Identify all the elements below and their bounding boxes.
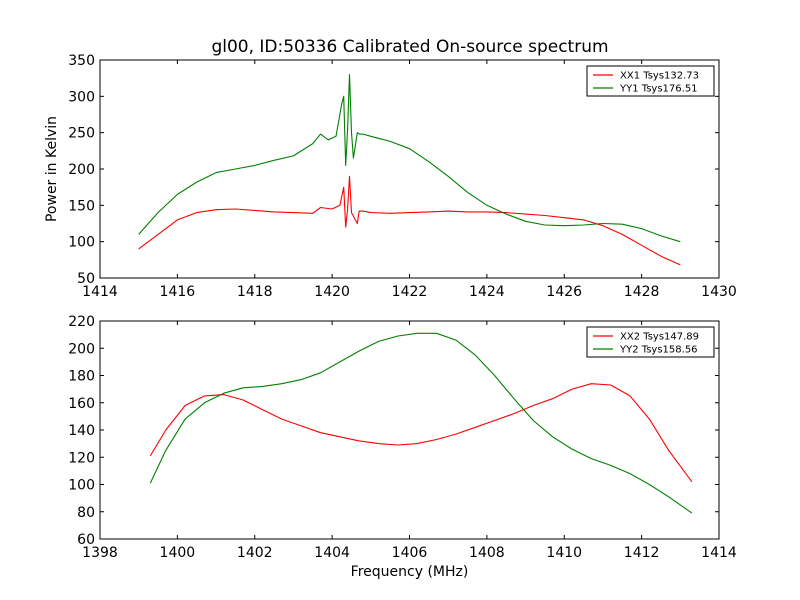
legend-entry-1-1: YY2 Tsys158.56 xyxy=(619,345,698,356)
series-line-1-1 xyxy=(149,332,693,514)
x-tick-label-1-7: 1412 xyxy=(624,545,660,561)
y-tick-label-0-0: 50 xyxy=(77,271,95,287)
y-axis-label-0: Power in Kelvin xyxy=(44,116,60,222)
x-axis-label-1: Frequency (MHz) xyxy=(351,564,469,580)
series-line-0-0 xyxy=(138,175,681,266)
x-tick-label-0-0: 1414 xyxy=(82,284,118,300)
x-tick-label-1-1: 1400 xyxy=(160,545,196,561)
x-tick-label-0-5: 1424 xyxy=(469,284,505,300)
legend-entry-0-1: YY1 Tsys176.51 xyxy=(619,84,698,95)
x-tick-label-1-5: 1408 xyxy=(469,545,505,561)
y-tick-label-1-7: 200 xyxy=(68,341,95,357)
x-tick-label-0-7: 1428 xyxy=(624,284,660,300)
y-tick-label-1-3: 120 xyxy=(68,450,95,466)
y-tick-label-1-1: 80 xyxy=(77,505,95,521)
x-tick-label-1-6: 1410 xyxy=(546,545,582,561)
series-line-1-0 xyxy=(149,383,693,483)
x-tick-label-0-6: 1426 xyxy=(546,284,582,300)
x-tick-label-0-3: 1420 xyxy=(314,284,350,300)
x-tick-label-1-3: 1404 xyxy=(314,545,350,561)
x-tick-label-0-2: 1418 xyxy=(237,284,273,300)
y-tick-label-1-2: 100 xyxy=(68,478,95,494)
x-tick-label-0-1: 1416 xyxy=(160,284,196,300)
x-tick-label-1-4: 1406 xyxy=(392,545,428,561)
top-plot: 1414 1416 1418 1420 1422 1424 1426 1428 1430 50 10… xyxy=(44,53,737,300)
bottom-plot: 1398 1400 1402 1404 1406 1408 1410 1412 1414 60 80… xyxy=(68,314,737,580)
x-tick-label-0-4: 1422 xyxy=(392,284,428,300)
y-tick-label-0-1: 100 xyxy=(68,235,95,251)
series-line-0-1 xyxy=(138,73,681,243)
x-tick-label-1-8: 1414 xyxy=(701,545,737,561)
y-tick-label-1-5: 160 xyxy=(68,396,95,412)
legend-entry-1-0: XX2 Tsys147.89 xyxy=(620,332,699,343)
y-tick-label-0-6: 350 xyxy=(68,53,95,69)
y-tick-label-0-2: 150 xyxy=(68,198,95,214)
y-tick-label-0-5: 300 xyxy=(68,89,95,105)
x-tick-label-1-2: 1402 xyxy=(237,545,273,561)
y-tick-label-1-6: 180 xyxy=(68,369,95,385)
y-tick-label-0-4: 250 xyxy=(68,126,95,142)
legend-box-0 xyxy=(586,65,715,97)
chart-title: gl00, ID:50336 Calibrated On-source spec… xyxy=(211,37,608,57)
legend-box-1 xyxy=(586,326,715,358)
y-tick-label-1-4: 140 xyxy=(68,423,95,439)
y-tick-label-0-3: 200 xyxy=(68,162,95,178)
x-tick-label-0-8: 1430 xyxy=(701,284,737,300)
x-tick-label-1-0: 1398 xyxy=(82,545,118,561)
y-tick-label-1-8: 220 xyxy=(68,314,95,330)
legend-entry-0-0: XX1 Tsys132.73 xyxy=(620,71,699,82)
y-tick-label-1-0: 60 xyxy=(77,532,95,548)
